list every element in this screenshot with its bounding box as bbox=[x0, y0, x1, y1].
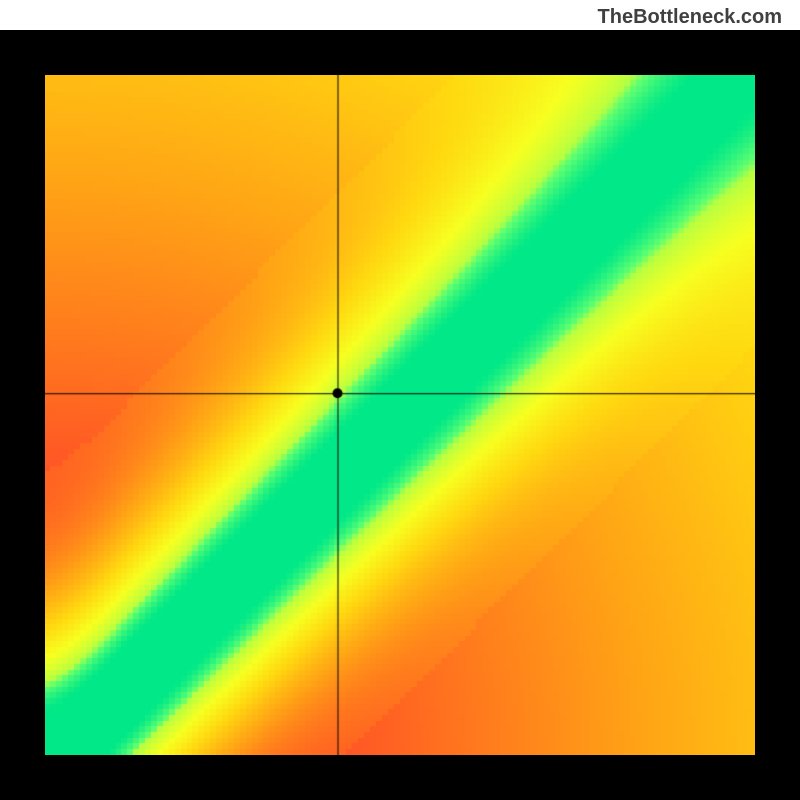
watermark-text: TheBottleneck.com bbox=[598, 6, 782, 29]
crosshair-overlay bbox=[45, 75, 755, 755]
chart-container: { "watermark": "TheBottleneck.com", "fra… bbox=[0, 0, 800, 800]
